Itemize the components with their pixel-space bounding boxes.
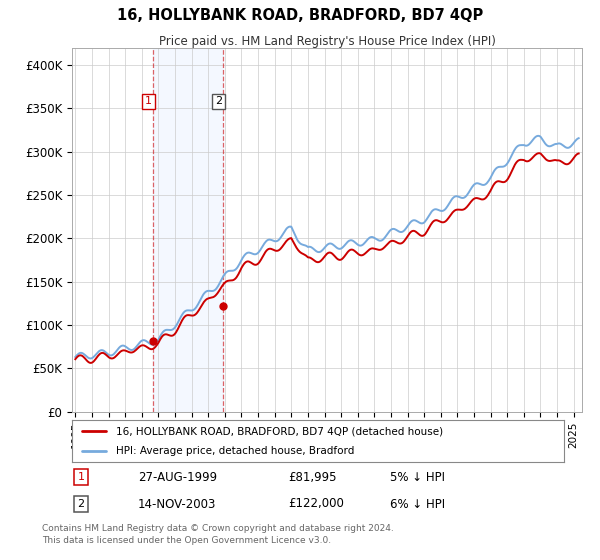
Text: 2: 2 — [215, 96, 222, 106]
Text: HPI: Average price, detached house, Bradford: HPI: Average price, detached house, Brad… — [116, 446, 355, 456]
Text: 2: 2 — [77, 499, 85, 509]
Text: £122,000: £122,000 — [288, 497, 344, 511]
Text: 16, HOLLYBANK ROAD, BRADFORD, BD7 4QP (detached house): 16, HOLLYBANK ROAD, BRADFORD, BD7 4QP (d… — [116, 426, 443, 436]
Text: 6% ↓ HPI: 6% ↓ HPI — [390, 497, 445, 511]
Text: 27-AUG-1999: 27-AUG-1999 — [138, 470, 217, 484]
Text: This data is licensed under the Open Government Licence v3.0.: This data is licensed under the Open Gov… — [42, 536, 331, 545]
Bar — [152, 48, 223, 412]
Text: 1: 1 — [145, 96, 152, 106]
Text: 16, HOLLYBANK ROAD, BRADFORD, BD7 4QP: 16, HOLLYBANK ROAD, BRADFORD, BD7 4QP — [117, 8, 483, 24]
Text: 14-NOV-2003: 14-NOV-2003 — [138, 497, 217, 511]
Text: Contains HM Land Registry data © Crown copyright and database right 2024.: Contains HM Land Registry data © Crown c… — [42, 524, 394, 533]
Text: £81,995: £81,995 — [288, 470, 337, 484]
Title: Price paid vs. HM Land Registry's House Price Index (HPI): Price paid vs. HM Land Registry's House … — [158, 35, 496, 48]
Text: 1: 1 — [77, 472, 85, 482]
Text: 5% ↓ HPI: 5% ↓ HPI — [390, 470, 445, 484]
